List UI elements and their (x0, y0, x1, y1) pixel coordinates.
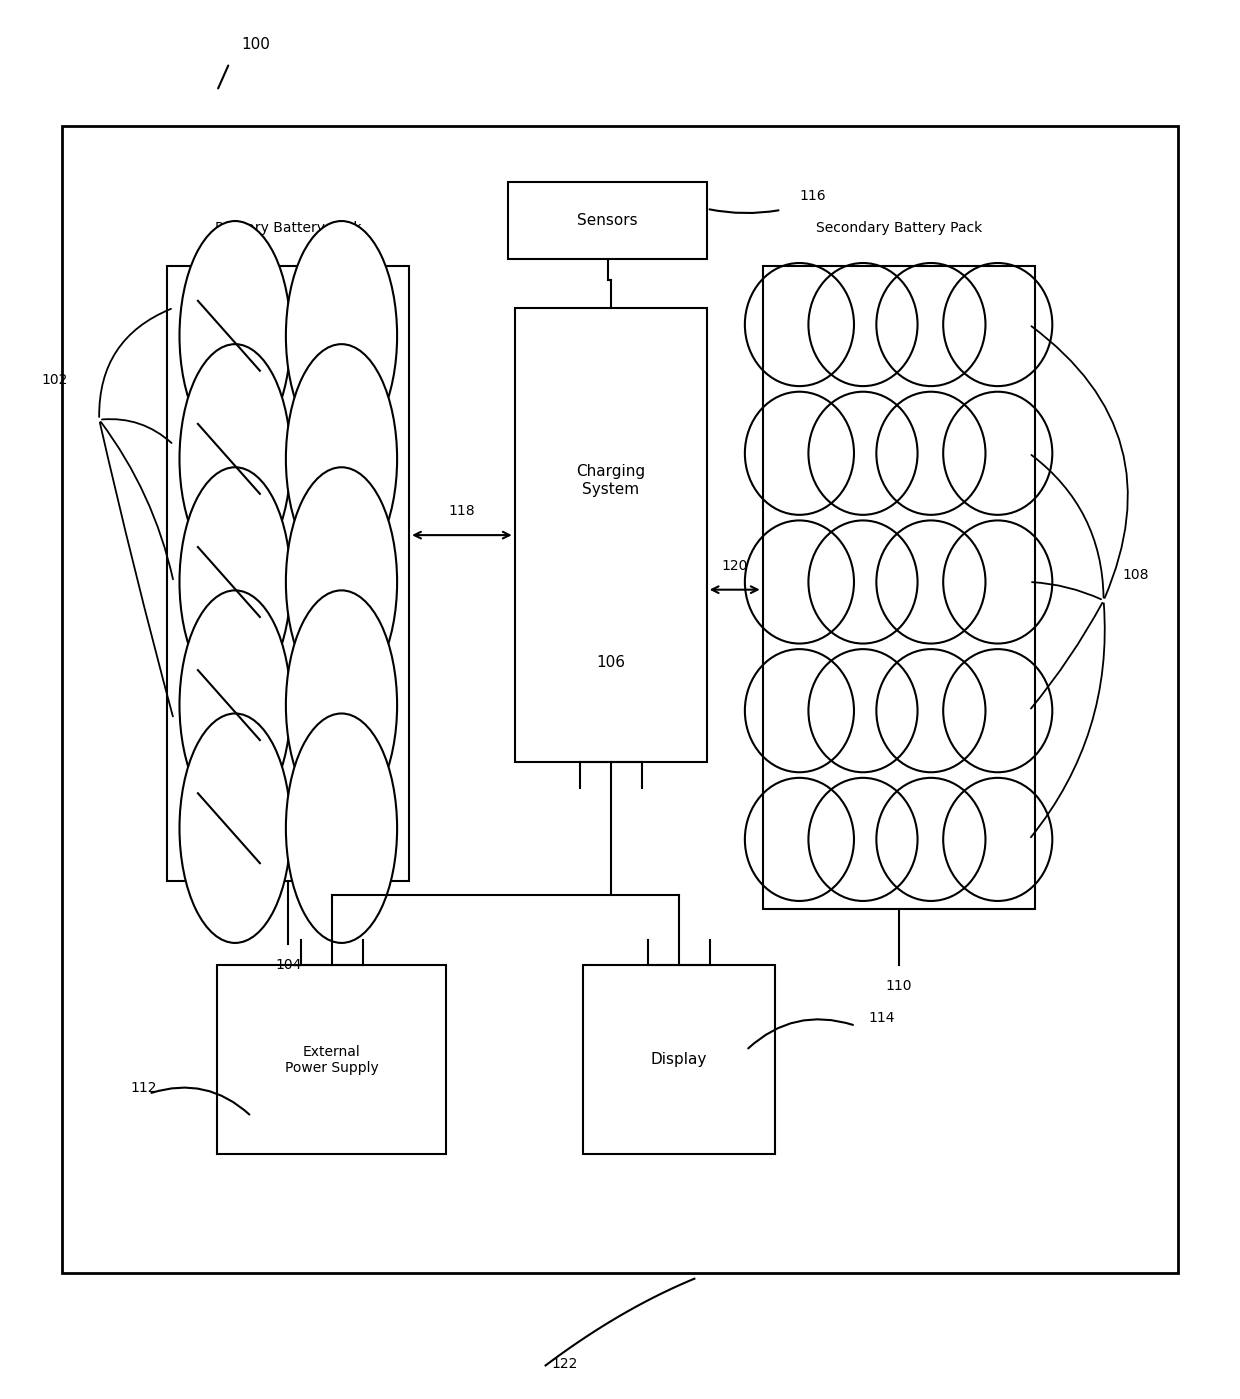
FancyBboxPatch shape (217, 965, 446, 1154)
Ellipse shape (180, 467, 290, 697)
FancyBboxPatch shape (583, 965, 775, 1154)
Ellipse shape (180, 221, 290, 450)
Text: Charging
System: Charging System (577, 464, 645, 497)
FancyBboxPatch shape (508, 182, 707, 259)
Ellipse shape (180, 344, 290, 574)
Text: 114: 114 (868, 1011, 894, 1025)
Text: 106: 106 (596, 655, 625, 670)
Ellipse shape (286, 344, 397, 574)
Text: 100: 100 (242, 36, 270, 52)
Text: Secondary Battery Pack: Secondary Battery Pack (816, 221, 982, 235)
Text: 116: 116 (800, 189, 826, 203)
Ellipse shape (286, 467, 397, 697)
Text: 102: 102 (42, 374, 68, 388)
FancyBboxPatch shape (763, 266, 1035, 909)
Text: 122: 122 (551, 1357, 578, 1371)
Text: Display: Display (651, 1052, 707, 1067)
Text: 120: 120 (722, 558, 748, 574)
Text: 104: 104 (275, 958, 301, 972)
FancyBboxPatch shape (167, 266, 409, 881)
Ellipse shape (180, 590, 290, 820)
Ellipse shape (286, 590, 397, 820)
Ellipse shape (286, 713, 397, 943)
Text: Primary Battery Pack: Primary Battery Pack (215, 221, 362, 235)
Ellipse shape (180, 713, 290, 943)
Text: 110: 110 (885, 979, 913, 993)
Text: Sensors: Sensors (578, 213, 637, 228)
FancyBboxPatch shape (62, 126, 1178, 1273)
Text: 112: 112 (130, 1081, 156, 1095)
FancyBboxPatch shape (515, 308, 707, 762)
Ellipse shape (286, 221, 397, 450)
Text: External
Power Supply: External Power Supply (285, 1045, 378, 1074)
Text: 118: 118 (449, 504, 475, 519)
Text: 108: 108 (1122, 568, 1148, 582)
